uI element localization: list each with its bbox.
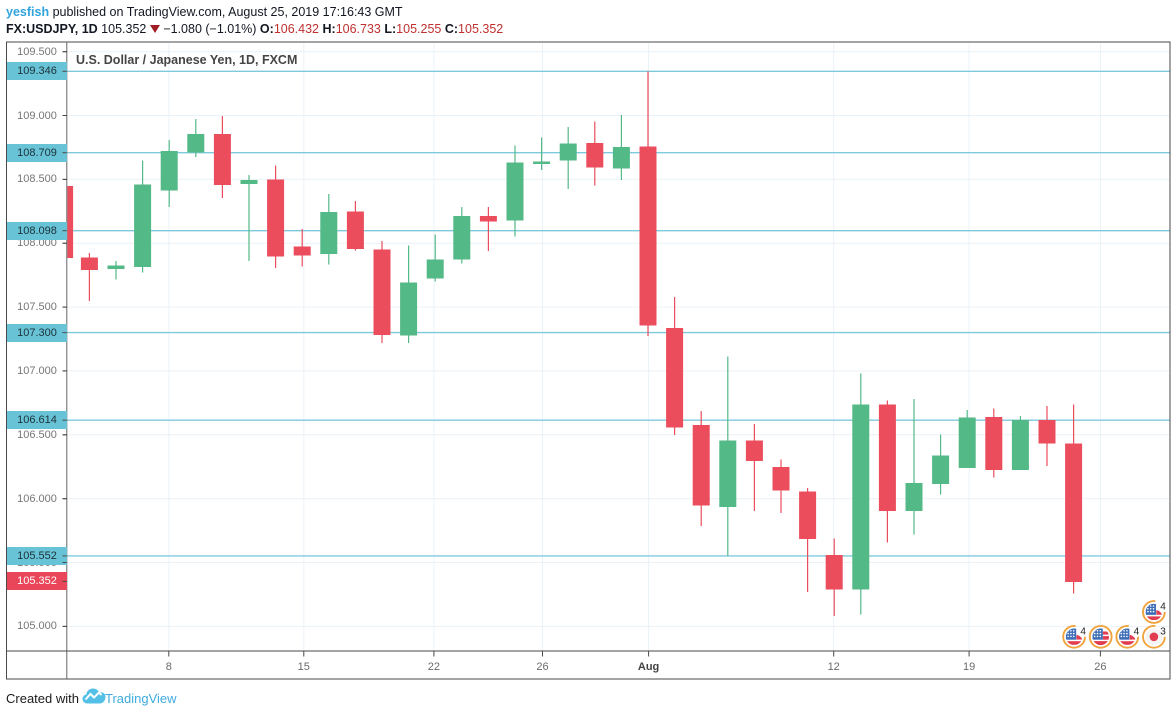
svg-text:3: 3 — [1160, 626, 1166, 637]
svg-text:4: 4 — [1134, 626, 1140, 637]
svg-text:4: 4 — [1160, 602, 1166, 613]
svg-text:4: 4 — [1080, 626, 1086, 637]
